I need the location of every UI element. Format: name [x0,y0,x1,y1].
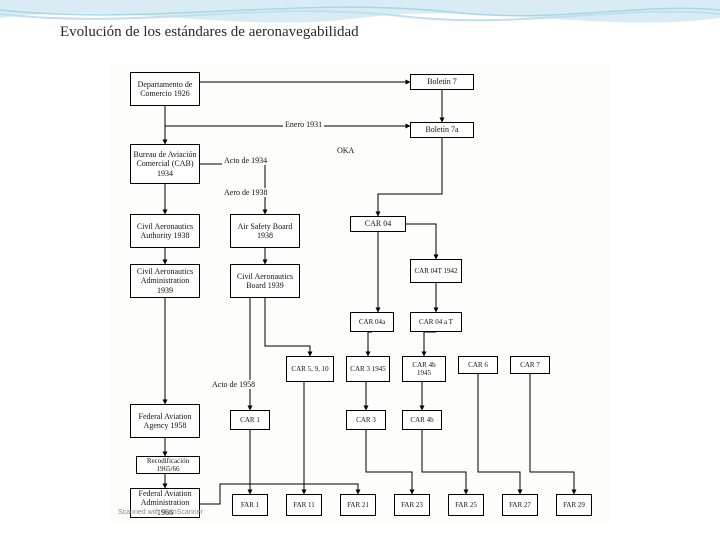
node-cab1934: Bureau de Aviación Comercial (CAB) 1934 [130,144,200,184]
edge-car7-far29 [530,374,574,494]
node-far29: FAR 29 [556,494,592,516]
label-acto1958: Acto de 1958 [210,380,257,389]
label-enero1931: Enero 1931 [283,120,324,129]
label-acto1934: Acto de 1934 [222,156,269,165]
node-car04a: CAR 04a [350,312,394,332]
node-faa1958: Federal Aviation Agency 1958 [130,404,200,438]
edge-car04a-car3 [368,332,372,356]
node-car7: CAR 7 [510,356,550,374]
node-car4bb: CAR 4b [402,410,442,430]
node-car6: CAR 6 [458,356,498,374]
flowchart-diagram: Departamento de Comercio 1926 Boletín 7 Bo… [110,64,610,524]
node-car04aT: CAR 04 a T [410,312,462,332]
node-far11: FAR 11 [286,494,322,516]
node-cabd1939: Civil Aeronautics Board 1939 [230,264,300,298]
node-car04T: CAR 04T 1942 [410,259,462,283]
edge-car4bb-far25 [422,430,466,494]
edge-car04aT-car4b [424,332,436,356]
edge-car04-car04T [406,224,436,259]
edge-faa1966-far21 [200,484,358,504]
node-caa1938: Civil Aeronautics Authority 1938 [130,214,200,248]
page-title: Evolución de los estándares de aeronaveg… [60,24,359,41]
node-far23: FAR 23 [394,494,430,516]
node-car1: CAR 1 [230,410,270,430]
node-far25: FAR 25 [448,494,484,516]
edge-bol7a-car04 [378,138,442,216]
label-oka: OKA [335,146,356,155]
node-car4b: CAR 4b 1945 [402,356,446,382]
node-car5910: CAR 5, 9, 10 [286,356,334,382]
node-far27: FAR 27 [502,494,538,516]
edge-cabd1939-car5910 [265,298,310,356]
node-recod: Recodificación 1965/66 [136,456,200,474]
edge-car6-far27 [478,374,520,494]
scanner-watermark: Scanned with CamScanner [118,509,203,516]
node-car3b: CAR 3 [346,410,386,430]
node-far1: FAR 1 [232,494,268,516]
label-aero1938: Aero de 1938 [222,188,270,197]
node-far21: FAR 21 [340,494,376,516]
node-bol7a: Boletín 7a [410,122,474,138]
node-car3: CAR 3 1945 [346,356,390,382]
node-cadm1939: Civil Aeronautics Administration 1939 [130,264,200,298]
edge-car3b-far23 [366,430,412,494]
node-bol7: Boletín 7 [410,74,474,90]
node-car04: CAR 04 [350,216,406,232]
node-dep1926: Departamento de Comercio 1926 [130,72,200,106]
node-asb1938: Air Safety Board 1938 [230,214,300,248]
